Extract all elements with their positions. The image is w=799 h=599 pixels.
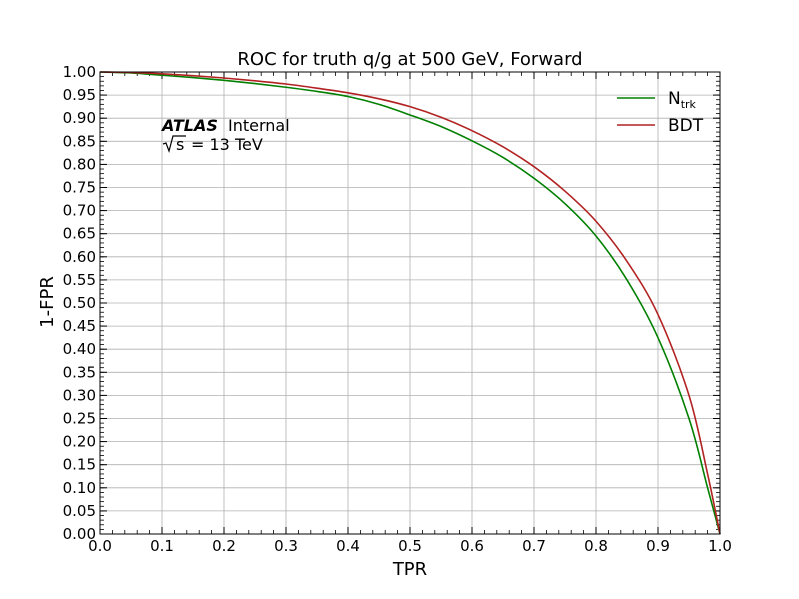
atlas-label: ATLAS <box>160 116 218 135</box>
y-tick-label: 0.65 <box>63 225 96 243</box>
legend-label-subscript: trk <box>681 98 697 111</box>
x-axis-title: TPR <box>392 559 427 580</box>
y-axis-title: 1-FPR <box>37 276 58 328</box>
y-tick-label: 0.50 <box>63 294 96 312</box>
svg-text:ATLAS Internal: ATLAS Internal <box>160 116 290 135</box>
x-tick-label: 0.2 <box>212 537 236 555</box>
series-line-n <box>99 71 721 535</box>
y-tick-label: 0.45 <box>63 317 96 335</box>
y-tick-label: 0.60 <box>63 248 96 266</box>
y-tick-label: 0.70 <box>63 202 96 220</box>
y-tick-label: 0.25 <box>63 410 96 428</box>
y-tick-label: 0.10 <box>63 479 96 497</box>
y-tick-label: 0.30 <box>63 386 96 404</box>
atlas-label-block: ATLAS Internal s = 13 TeV <box>160 116 290 154</box>
y-tick-label: 0.00 <box>63 525 96 543</box>
y-tick-labels: 0.00 0.05 0.10 0.15 0.20 0.25 0.30 0.35 0.40 0.45… <box>63 63 96 543</box>
x-tick-label: 0.4 <box>336 537 360 555</box>
y-tick-label: 0.15 <box>63 456 96 474</box>
x-tick-label: 1.0 <box>708 537 732 555</box>
y-tick-label: 0.20 <box>63 433 96 451</box>
y-tick-label: 0.55 <box>63 271 96 289</box>
legend-label-bdt: BDT <box>668 116 704 136</box>
axis-ticks <box>99 71 721 535</box>
plot-frame <box>99 71 721 535</box>
x-tick-label: 0.8 <box>584 537 608 555</box>
series-line-bdt <box>99 71 721 535</box>
energy-label: = 13 TeV <box>191 135 263 154</box>
x-tick-label: 0.3 <box>274 537 298 555</box>
chart-title: ROC for truth q/g at 500 GeV, Forward <box>237 49 582 70</box>
x-tick-label: 0.6 <box>460 537 484 555</box>
x-tick-label: 0.1 <box>150 537 174 555</box>
x-tick-label: 0.5 <box>398 537 422 555</box>
legend-label-n: Ntrk <box>668 89 697 111</box>
y-tick-label: 0.95 <box>63 86 96 104</box>
energy-sqrt-variable: s <box>176 135 184 154</box>
x-tick-labels: 0.0 0.1 0.2 0.3 0.4 0.5 0.6 0.7 0.8 0.9 1.0 <box>88 537 732 555</box>
y-tick-label: 0.90 <box>63 109 96 127</box>
status-label: Internal <box>228 116 290 135</box>
series-lines <box>99 71 721 535</box>
y-tick-label: 0.80 <box>63 155 96 173</box>
y-tick-label: 0.05 <box>63 502 96 520</box>
y-tick-label: 0.40 <box>63 340 96 358</box>
sqrt-sign <box>162 135 186 153</box>
y-tick-label: 0.75 <box>63 179 96 197</box>
y-tick-label: 1.00 <box>63 63 96 81</box>
x-tick-label: 0.0 <box>88 537 112 555</box>
y-tick-label: 0.85 <box>63 132 96 150</box>
x-tick-label: 0.7 <box>522 537 546 555</box>
y-tick-label: 0.35 <box>63 363 96 381</box>
legend: Ntrk BDT <box>617 89 704 136</box>
x-tick-label: 0.9 <box>646 537 670 555</box>
